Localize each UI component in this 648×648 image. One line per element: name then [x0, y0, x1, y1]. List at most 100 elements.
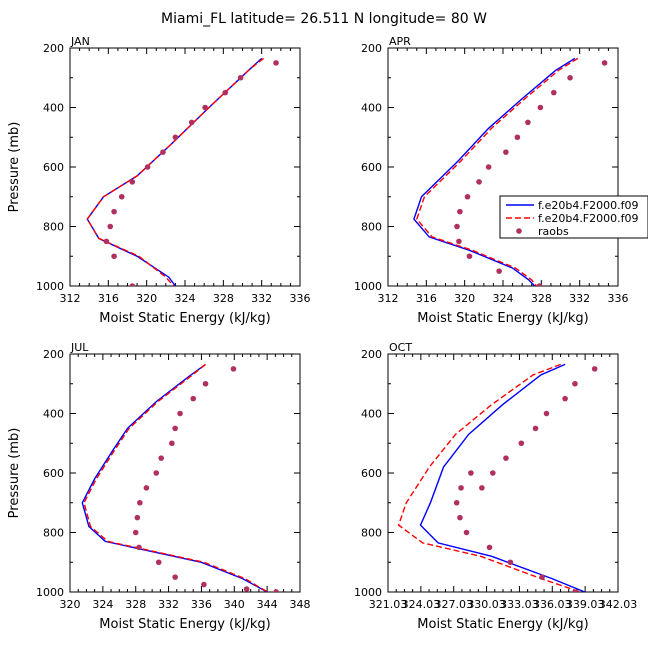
x-axis-label: Moist Static Energy (kJ/kg) [99, 311, 270, 326]
raobs-point [237, 74, 244, 81]
x-tick-label: 339.03 [566, 598, 605, 611]
y-tick-label: 400 [361, 102, 382, 115]
raobs-point [486, 544, 493, 551]
x-tick-label: 312 [378, 292, 399, 305]
x-tick-label: 328 [213, 292, 234, 305]
x-tick-label: 328 [531, 292, 552, 305]
raobs-point [591, 366, 598, 372]
raobs-point [155, 559, 162, 566]
raobs-point [243, 586, 250, 592]
raobs-point [169, 440, 175, 447]
y-tick-label: 400 [361, 408, 382, 421]
x-tick-label: 336.03 [533, 598, 572, 611]
raobs-point [456, 238, 462, 245]
y-tick-label: 200 [361, 42, 382, 55]
raobs-point [454, 223, 460, 230]
x-tick-label: 342.03 [599, 598, 638, 611]
x-tick-label: 348 [290, 598, 311, 611]
x-tick-label: 340 [224, 598, 245, 611]
raobs-point [132, 529, 139, 536]
x-tick-label: 324.03 [402, 598, 441, 611]
x-tick-label: 332 [158, 598, 179, 611]
raobs-point [103, 238, 110, 245]
y-axis-label: Pressure (mb) [7, 428, 22, 519]
raobs-point [201, 581, 207, 588]
series-line-red [397, 363, 581, 592]
raobs-point [543, 410, 550, 417]
plot-area [397, 363, 598, 592]
raobs-point [202, 380, 209, 387]
raobs-point [172, 425, 178, 432]
raobs-point [572, 380, 578, 387]
legend-marker [516, 228, 522, 234]
x-tick-label: 332 [251, 292, 272, 305]
y-tick-label: 800 [361, 221, 382, 234]
panel-jan: JAN 312 316 320 324 328 332 336 200 400 600 800 1000… [7, 35, 311, 326]
panel-oct: OCT321.03324.03327.03330.03333.03336.033… [354, 341, 637, 632]
series-line-blue [419, 363, 586, 592]
series-line-red [86, 57, 265, 286]
legend-label: f.e20b4.F2000.f09 [538, 199, 639, 212]
x-tick-label: 316 [98, 292, 119, 305]
x-axis-label: Moist Static Energy (kJ/kg) [417, 617, 588, 632]
raobs-point [458, 485, 464, 491]
raobs-point [129, 179, 136, 185]
y-tick-label: 200 [43, 42, 64, 55]
x-tick-label: 312 [60, 292, 81, 305]
x-tick-label: 320 [454, 292, 475, 305]
raobs-point [468, 470, 474, 476]
raobs-point [457, 208, 463, 215]
x-tick-label: 344 [257, 598, 278, 611]
raobs-point [518, 440, 525, 447]
raobs-point [172, 134, 179, 141]
x-tick-label: 330.03 [467, 598, 506, 611]
x-tick-label: 324 [493, 292, 514, 305]
raobs-point [514, 134, 521, 141]
raobs-point [118, 193, 125, 200]
panel-apr: APR 312 316 320 324 328 332 336 200 400 600 800 1000… [354, 35, 629, 326]
raobs-point [143, 485, 150, 491]
series-line-red [83, 363, 269, 592]
raobs-point [562, 395, 568, 402]
raobs-point [503, 149, 509, 155]
plot-frame [387, 47, 619, 287]
raobs-point [144, 164, 151, 170]
series-line-blue [81, 363, 268, 592]
raobs-point [153, 470, 160, 476]
panel-label: JAN [70, 35, 90, 48]
x-tick-label: 336 [608, 292, 629, 305]
x-tick-label: 327.03 [434, 598, 473, 611]
y-axis-label: Pressure (mb) [7, 122, 22, 213]
raobs-point [496, 268, 502, 274]
series-line-red [416, 57, 579, 286]
y-tick-label: 200 [43, 348, 64, 361]
series-line-blue [86, 57, 263, 286]
x-tick-label: 336 [191, 598, 212, 611]
y-tick-label: 200 [361, 348, 382, 361]
raobs-point [137, 499, 143, 506]
raobs-point [536, 283, 543, 286]
raobs-point [453, 499, 460, 506]
y-tick-label: 600 [43, 467, 64, 480]
raobs-point [111, 208, 117, 215]
plot-frame [69, 353, 301, 593]
raobs-point [273, 589, 279, 592]
plot-frame [69, 47, 301, 287]
raobs-point [160, 149, 166, 155]
raobs-point [532, 425, 539, 432]
raobs-point [222, 89, 229, 96]
raobs-point [158, 455, 164, 461]
raobs-point [136, 544, 142, 551]
raobs-point [230, 366, 237, 372]
x-tick-label: 328 [125, 598, 146, 611]
x-tick-label: 324 [175, 292, 196, 305]
raobs-point [503, 455, 509, 461]
y-tick-label: 1000 [36, 280, 64, 293]
raobs-point [188, 119, 195, 126]
x-tick-label: 321.03 [369, 598, 408, 611]
x-tick-label: 316 [416, 292, 437, 305]
raobs-point [572, 589, 578, 592]
x-tick-label: 320 [60, 598, 81, 611]
